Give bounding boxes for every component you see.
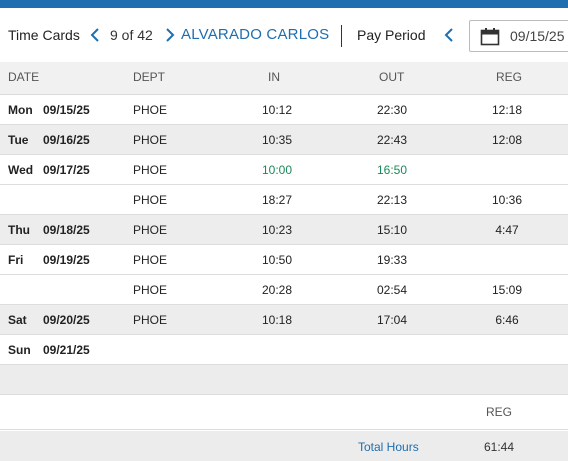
day-cell: Wed — [8, 163, 34, 177]
day-cell: Sat — [8, 313, 27, 327]
top-accent-bar — [0, 0, 568, 8]
table-header: DATE DEPT IN OUT REG — [0, 62, 568, 95]
header-divider — [341, 25, 342, 47]
reg-cell: 4:47 — [495, 223, 519, 237]
table-row[interactable]: Wed 09/17/25 PHOE 10:00 16:50 — [0, 155, 568, 185]
pay-period-label: Pay Period — [357, 27, 426, 43]
day-cell: Sun — [8, 343, 31, 357]
dept-cell: PHOE — [133, 283, 168, 297]
out-cell: 22:13 — [377, 193, 408, 207]
date-cell: 09/19/25 — [43, 253, 90, 267]
out-cell: 22:43 — [377, 133, 408, 147]
table-row[interactable]: Fri 09/19/25 PHOE 10:50 19:33 — [0, 245, 568, 275]
day-cell: Mon — [8, 103, 33, 117]
dept-cell: PHOE — [133, 103, 168, 117]
col-in-header[interactable]: IN — [268, 70, 280, 84]
col-date-header[interactable]: DATE — [8, 70, 40, 84]
day-cell: Tue — [8, 133, 29, 147]
dept-cell: PHOE — [133, 223, 168, 237]
date-cell: 09/21/25 — [43, 343, 90, 357]
out-cell: 22:30 — [377, 103, 408, 117]
out-cell: 17:04 — [377, 313, 408, 327]
table-footer-spacer — [0, 365, 568, 395]
in-cell: 10:35 — [262, 133, 293, 147]
summary-header: REG — [0, 396, 568, 430]
employee-name-link[interactable]: ALVARADO CARLOS — [181, 26, 330, 43]
date-cell: 09/18/25 — [43, 223, 90, 237]
pay-period-prev-chevron-left-icon[interactable] — [441, 25, 457, 45]
calendar-icon — [480, 28, 500, 46]
table-row[interactable]: Sun 09/21/25 — [0, 335, 568, 365]
dept-cell: PHOE — [133, 193, 168, 207]
col-reg-header[interactable]: REG — [496, 70, 523, 84]
in-cell: 20:28 — [262, 283, 293, 297]
total-hours-label: Total Hours — [358, 440, 419, 454]
record-counter: 9 of 42 — [110, 27, 153, 43]
col-dept-header[interactable]: DEPT — [133, 70, 166, 84]
summary-reg-header: REG — [486, 405, 513, 419]
timecard-table: Mon 09/15/25 PHOE 10:12 22:30 12:18 Tue … — [0, 95, 568, 365]
dept-cell: PHOE — [133, 313, 168, 327]
in-cell: 10:23 — [262, 223, 293, 237]
reg-cell: 12:08 — [492, 133, 523, 147]
pay-period-start-date: 09/15/25 — [510, 28, 565, 44]
dept-cell: PHOE — [133, 133, 168, 147]
chevron-right-icon[interactable] — [162, 25, 178, 45]
table-row[interactable]: Mon 09/15/25 PHOE 10:12 22:30 12:18 — [0, 95, 568, 125]
table-row[interactable]: Tue 09/16/25 PHOE 10:35 22:43 12:08 — [0, 125, 568, 155]
dept-cell: PHOE — [133, 163, 168, 177]
in-cell: 18:27 — [262, 193, 293, 207]
page-title: Time Cards — [8, 27, 80, 43]
col-out-header[interactable]: OUT — [379, 70, 405, 84]
pay-period-date-picker[interactable]: 09/15/25 — [469, 20, 568, 52]
table-row[interactable]: PHOE 18:27 22:13 10:36 — [0, 185, 568, 215]
date-cell: 09/17/25 — [43, 163, 90, 177]
reg-cell: 12:18 — [492, 103, 523, 117]
reg-cell: 6:46 — [495, 313, 519, 327]
in-cell: 10:18 — [262, 313, 293, 327]
in-cell: 10:50 — [262, 253, 293, 267]
date-cell: 09/16/25 — [43, 133, 90, 147]
reg-cell: 10:36 — [492, 193, 523, 207]
table-row[interactable]: Thu 09/18/25 PHOE 10:23 15:10 4:47 — [0, 215, 568, 245]
out-cell: 19:33 — [377, 253, 408, 267]
in-cell-highlighted: 10:00 — [262, 163, 293, 177]
total-hours-value: 61:44 — [484, 440, 515, 454]
day-cell: Fri — [8, 253, 24, 267]
chevron-left-icon[interactable] — [87, 25, 103, 45]
table-row[interactable]: PHOE 20:28 02:54 15:09 — [0, 275, 568, 305]
out-cell-highlighted: 16:50 — [377, 163, 408, 177]
date-cell: 09/15/25 — [43, 103, 90, 117]
dept-cell: PHOE — [133, 253, 168, 267]
total-hours-row: Total Hours 61:44 — [0, 431, 568, 461]
date-cell: 09/20/25 — [43, 313, 90, 327]
out-cell: 02:54 — [377, 283, 408, 297]
day-cell: Thu — [8, 223, 30, 237]
out-cell: 15:10 — [377, 223, 408, 237]
timecard-header: Time Cards 9 of 42 ALVARADO CARLOS Pay P… — [0, 8, 568, 62]
reg-cell: 15:09 — [492, 283, 523, 297]
table-row[interactable]: Sat 09/20/25 PHOE 10:18 17:04 6:46 — [0, 305, 568, 335]
in-cell: 10:12 — [262, 103, 293, 117]
